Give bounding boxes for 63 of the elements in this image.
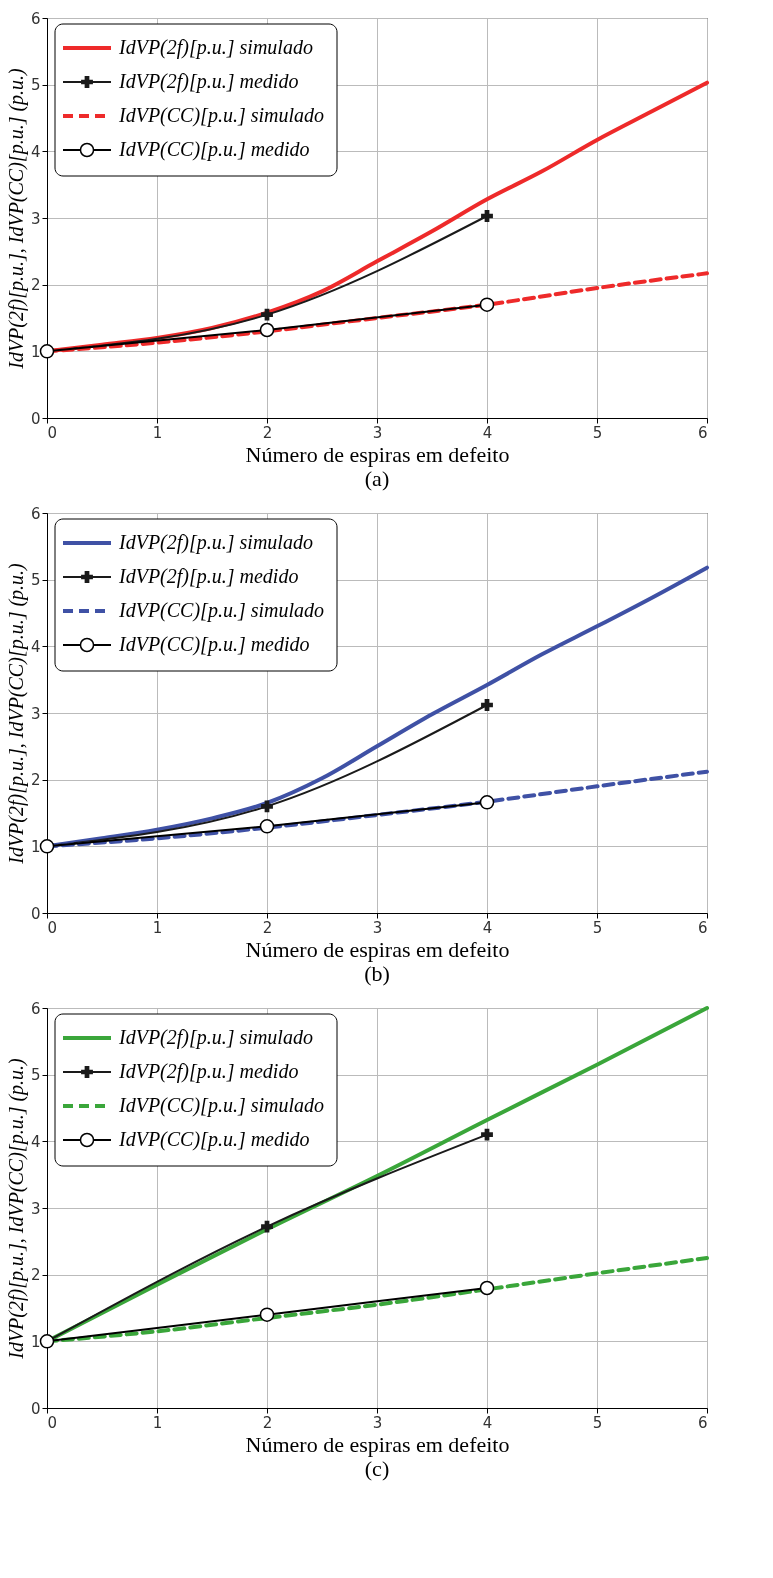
x-tick-label: 0 <box>47 918 58 937</box>
x-tick-label: 5 <box>592 423 603 442</box>
y-axis-title: IdVP(2f)[p.u.], IdVP(CC)[p.u.] (p.u.) <box>4 67 28 370</box>
legend-label: IdVP(2f)[p.u.] medido <box>118 565 299 588</box>
y-tick-label: 6 <box>30 504 41 523</box>
x-tick-label: 2 <box>262 918 273 937</box>
legend-label: IdVP(2f)[p.u.] medido <box>118 1060 299 1083</box>
x-tick-label: 3 <box>372 918 383 937</box>
legend-label: IdVP(CC)[p.u.] simulado <box>118 1094 324 1117</box>
y-tick-label: 3 <box>30 209 41 228</box>
x-tick-label: 2 <box>262 423 273 442</box>
legend-label: IdVP(CC)[p.u.] medido <box>118 138 310 161</box>
x-tick-label: 3 <box>372 423 383 442</box>
y-tick-label: 5 <box>30 571 41 590</box>
legend-label: IdVP(2f)[p.u.] simulado <box>118 1026 313 1049</box>
y-axis-title: IdVP(2f)[p.u.], IdVP(CC)[p.u.] (p.u.) <box>4 1057 28 1360</box>
y-tick-label: 4 <box>30 142 41 161</box>
y-tick-label: 5 <box>30 1066 41 1085</box>
y-tick-label: 3 <box>30 704 41 723</box>
legend-label: IdVP(CC)[p.u.] medido <box>118 633 310 656</box>
text: (a) <box>364 466 390 491</box>
y-tick-label: 5 <box>30 76 41 95</box>
x-tick-label: 5 <box>592 1413 603 1432</box>
x-tick-label: 4 <box>482 1413 493 1432</box>
y-tick-label: 1 <box>30 1332 41 1351</box>
x-tick-label: 0 <box>47 1413 58 1432</box>
y-tick-label: 0 <box>30 1399 41 1418</box>
x-tick-label: 0 <box>47 423 58 442</box>
text: (b) <box>364 961 390 986</box>
legend-label: IdVP(CC)[p.u.] simulado <box>118 599 324 622</box>
y-tick-label: 0 <box>30 409 41 428</box>
y-tick-label: 1 <box>30 342 41 361</box>
legend-label: IdVP(2f)[p.u.] simulado <box>118 36 313 59</box>
y-tick-label: 1 <box>30 837 41 856</box>
y-tick-label: 4 <box>30 637 41 656</box>
x-tick-label: 1 <box>152 423 163 442</box>
legend-label: IdVP(CC)[p.u.] medido <box>118 1128 310 1151</box>
legend-label: IdVP(2f)[p.u.] simulado <box>118 531 313 554</box>
x-axis-title: Número de espiras em defeito <box>245 1431 510 1457</box>
y-tick-label: 0 <box>30 904 41 923</box>
text: (c) <box>364 1456 390 1481</box>
legend-label: IdVP(CC)[p.u.] simulado <box>118 104 324 127</box>
x-axis-title: Número de espiras em defeito <box>245 441 510 467</box>
y-tick-label: 6 <box>30 999 41 1018</box>
y-tick-label: 2 <box>30 276 41 295</box>
x-tick-label: 6 <box>697 1413 708 1432</box>
x-tick-label: 5 <box>592 918 603 937</box>
legend-label: IdVP(2f)[p.u.] medido <box>118 70 299 93</box>
x-axis-title: Número de espiras em defeito <box>245 936 510 962</box>
y-tick-label: 3 <box>30 1199 41 1218</box>
y-tick-label: 4 <box>30 1132 41 1151</box>
y-axis-title: IdVP(2f)[p.u.], IdVP(CC)[p.u.] (p.u.) <box>4 562 28 865</box>
y-tick-label: 2 <box>30 771 41 790</box>
y-tick-label: 6 <box>30 9 41 28</box>
x-tick-label: 1 <box>152 918 163 937</box>
x-tick-label: 6 <box>697 423 708 442</box>
x-tick-label: 6 <box>697 918 708 937</box>
x-tick-label: 1 <box>152 1413 163 1432</box>
x-tick-label: 3 <box>372 1413 383 1432</box>
x-tick-label: 4 <box>482 918 493 937</box>
x-tick-label: 4 <box>482 423 493 442</box>
x-tick-label: 2 <box>262 1413 273 1432</box>
y-tick-label: 2 <box>30 1266 41 1285</box>
